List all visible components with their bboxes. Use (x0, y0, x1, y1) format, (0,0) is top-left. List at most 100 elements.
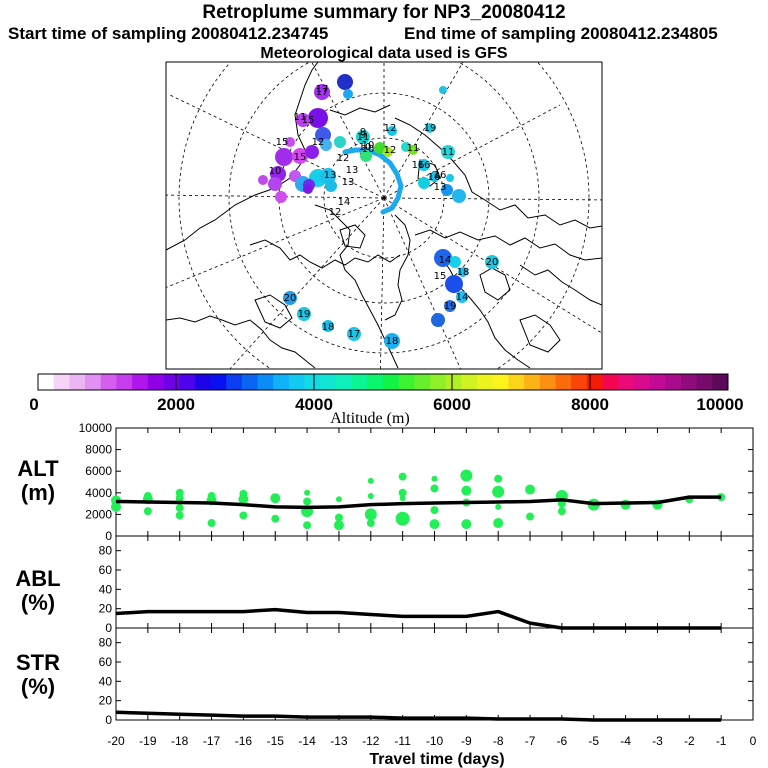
colorbar-swatch (398, 374, 415, 390)
colorbar-swatch (649, 374, 666, 390)
alt-plume-dot (364, 508, 377, 521)
alt-plume-dot (431, 475, 438, 482)
series-line-alt (115, 495, 722, 510)
map-marker-label: 13 (434, 182, 447, 193)
colorbar-swatch (445, 374, 462, 390)
plume-marker (314, 84, 330, 100)
map-marker-label: 10 (362, 144, 375, 155)
altitude-colorbar: 0 2000 4000 6000 8000 10000 (29, 373, 744, 414)
colorbar-swatch (100, 374, 117, 390)
alt-plume-dot (494, 474, 503, 483)
plume-marker (258, 175, 268, 185)
x-tick-label: -16 (235, 734, 253, 748)
colorbar-swatch (680, 374, 698, 390)
alt-plume-dot (399, 495, 406, 502)
map-marker-label: 12 (329, 207, 342, 218)
map-marker-label: 17 (348, 329, 361, 340)
colorbar-swatch (335, 374, 353, 390)
map-marker-label: 15 (276, 137, 289, 148)
map-marker-label: 10 (359, 142, 372, 153)
colorbar-tick-label: 4000 (295, 395, 333, 414)
colorbar-swatch (665, 374, 682, 390)
colorbar-swatch (618, 374, 635, 390)
series-line-abl (115, 607, 722, 630)
colorbar-swatch (132, 374, 149, 390)
map-marker-label: 15 (294, 152, 307, 163)
alt-plume-dot (270, 493, 281, 504)
alt-plume-dot (207, 492, 216, 501)
panel-unit-str: (%) (21, 674, 55, 699)
plume-marker (439, 86, 447, 94)
alt-plume-dot (525, 484, 536, 495)
colorbar-swatch (586, 374, 604, 390)
plume-marker (425, 123, 435, 133)
colorbar-swatch (524, 374, 541, 390)
alt-plume-dot (143, 507, 152, 516)
alt-plume-dot (398, 472, 407, 481)
x-tick-label: -1 (716, 734, 727, 748)
map-marker-label: 19 (424, 123, 437, 134)
x-tick-label: 0 (750, 734, 757, 748)
plume-marker (485, 255, 499, 269)
colorbar-swatch (273, 374, 290, 390)
plume-marker (334, 136, 346, 148)
plume-marker (441, 145, 455, 159)
y-tick-label: 0 (105, 621, 112, 635)
series-line-str (115, 710, 722, 722)
colorbar-tick-label: 10000 (696, 395, 743, 414)
y-tick-label: 0 (105, 713, 112, 727)
panel-unit-alt: (m) (21, 480, 55, 505)
colorbar-swatch (414, 374, 431, 390)
alt-plume-dot (398, 488, 407, 497)
alt-plume-dot (175, 488, 184, 497)
map-marker-label: 20 (284, 293, 297, 304)
plume-marker (285, 137, 295, 147)
y-tick-label: 10000 (79, 421, 113, 435)
x-axis-label: Travel time (days) (369, 751, 504, 768)
map-marker-label: 20 (486, 257, 499, 268)
y-tick-label: 60 (99, 563, 113, 577)
x-tick-label: -14 (298, 734, 316, 748)
map-marker-label: 10 (269, 166, 282, 177)
alt-plume-dot (492, 485, 505, 498)
x-tick-label: -10 (426, 734, 444, 748)
colorbar-swatch (508, 374, 525, 390)
x-tick-label: -11 (394, 734, 411, 748)
plume-marker (387, 126, 397, 136)
plume-marker (337, 74, 353, 90)
alt-plume-dot (271, 514, 280, 523)
colorbar-swatch (320, 374, 337, 390)
panel-abl: 0 20 40 60 80 ABL(%) (15, 535, 754, 635)
plume-marker (308, 108, 328, 128)
plume-marker (458, 267, 468, 277)
panel-alt: 0 2000 4000 6000 8000 10000 ALT(m) (17, 421, 754, 543)
plume-marker (343, 89, 353, 99)
colorbar-swatch (226, 374, 243, 390)
x-tick-label: -15 (267, 734, 285, 748)
colorbar-swatch (257, 374, 274, 390)
plume-marker (383, 147, 393, 157)
plume-marker (315, 127, 331, 143)
map-marker-label: 17 (316, 87, 329, 98)
plume-marker (374, 142, 386, 154)
y-tick-label: 8000 (85, 443, 112, 457)
plume-marker (434, 249, 452, 267)
colorbar-swatch (288, 374, 306, 390)
alt-plume-dot (143, 492, 152, 501)
alt-plume-dot (430, 506, 439, 515)
colorbar-swatch (163, 374, 180, 390)
x-tick-label: -5 (588, 734, 599, 748)
alt-plume-dot (395, 511, 410, 526)
alt-plume-dot (175, 503, 184, 512)
map-marker-label: 12 (337, 153, 350, 164)
map-marker-label: 15 (302, 115, 315, 126)
map-marker-label: 11 (357, 132, 370, 143)
alt-plume-dot (333, 520, 344, 531)
alt-plume-dot (207, 519, 216, 528)
plume-marker (275, 148, 293, 166)
alt-plume-dot (304, 489, 311, 496)
y-tick-label: 60 (99, 655, 113, 669)
alt-plume-dot (367, 477, 374, 484)
map-marker-label: 16 (428, 172, 441, 183)
map-marker-label: 15 (434, 271, 447, 282)
